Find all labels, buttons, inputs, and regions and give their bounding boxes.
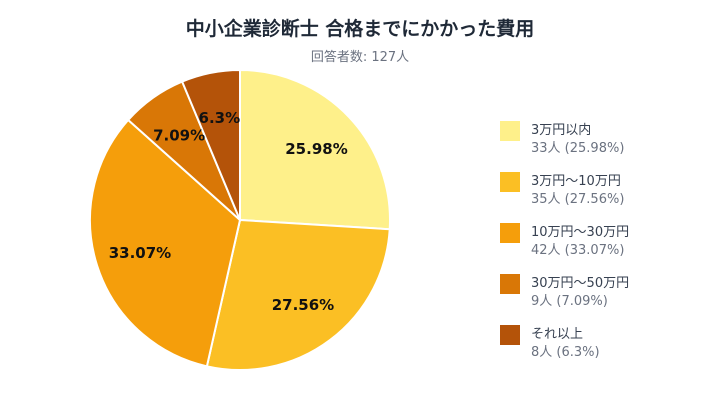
legend-swatch bbox=[500, 172, 520, 192]
slice-percent-label: 27.56% bbox=[272, 296, 334, 314]
pie-slice[interactable] bbox=[205, 218, 391, 371]
slice-percent-label: 6.3% bbox=[199, 109, 241, 127]
legend-swatch bbox=[500, 325, 520, 345]
legend-detail: 8人 (6.3%) bbox=[531, 345, 600, 360]
legend-detail: 42人 (33.07%) bbox=[531, 243, 625, 258]
pie-slice[interactable] bbox=[180, 68, 241, 221]
slice-percent-label: 7.09% bbox=[153, 126, 205, 144]
legend-swatch bbox=[500, 223, 520, 243]
chart-subtitle: 回答者数: 127人 bbox=[310, 50, 410, 65]
legend-swatch bbox=[500, 274, 520, 294]
legend-label: 3万円〜10万円 bbox=[531, 174, 621, 189]
legend-label: それ以上 bbox=[531, 327, 584, 342]
legend-label: 3万円以内 bbox=[531, 123, 592, 138]
legend-label: 30万円〜50万円 bbox=[531, 276, 630, 291]
legend-detail: 9人 (7.09%) bbox=[531, 294, 608, 309]
pie-slice[interactable] bbox=[89, 118, 242, 368]
legend-detail: 35人 (27.56%) bbox=[531, 192, 625, 207]
legend-detail: 33人 (25.98%) bbox=[531, 141, 625, 156]
chart-title: 中小企業診断士 合格までにかかった費用 bbox=[185, 18, 535, 40]
legend-label: 10万円〜30万円 bbox=[531, 225, 630, 240]
legend-swatch bbox=[500, 121, 520, 141]
slice-percent-label: 33.07% bbox=[109, 244, 171, 262]
slice-percent-label: 25.98% bbox=[285, 140, 347, 158]
pie-slice[interactable] bbox=[239, 68, 391, 231]
